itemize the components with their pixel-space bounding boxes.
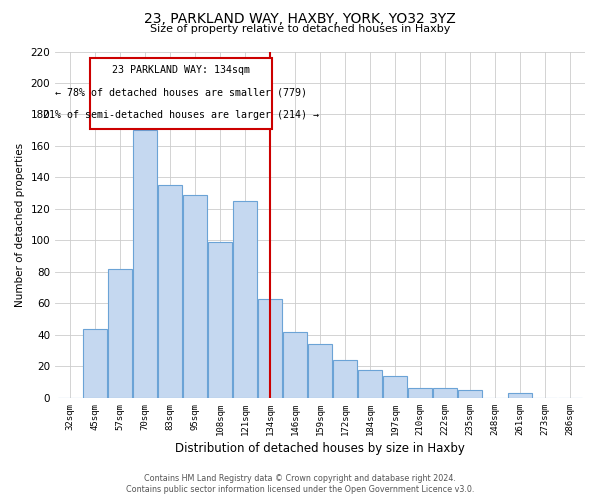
Bar [383, 376, 407, 398]
Bar [358, 370, 382, 398]
Text: 21% of semi-detached houses are larger (214) →: 21% of semi-detached houses are larger (… [43, 110, 319, 120]
Bar [308, 344, 332, 398]
Bar [208, 242, 232, 398]
Bar [133, 130, 157, 398]
Text: ← 78% of detached houses are smaller (779): ← 78% of detached houses are smaller (77… [55, 88, 307, 98]
Bar [258, 298, 282, 398]
X-axis label: Distribution of detached houses by size in Haxby: Distribution of detached houses by size … [175, 442, 465, 455]
Bar [458, 390, 482, 398]
FancyBboxPatch shape [89, 58, 272, 130]
Bar [508, 393, 532, 398]
Y-axis label: Number of detached properties: Number of detached properties [15, 142, 25, 307]
Bar [83, 328, 107, 398]
Bar [433, 388, 457, 398]
Text: Contains HM Land Registry data © Crown copyright and database right 2024.
Contai: Contains HM Land Registry data © Crown c… [126, 474, 474, 494]
Bar [333, 360, 357, 398]
Bar [408, 388, 432, 398]
Bar [158, 186, 182, 398]
Text: 23 PARKLAND WAY: 134sqm: 23 PARKLAND WAY: 134sqm [112, 64, 250, 74]
Text: 23, PARKLAND WAY, HAXBY, YORK, YO32 3YZ: 23, PARKLAND WAY, HAXBY, YORK, YO32 3YZ [144, 12, 456, 26]
Bar [283, 332, 307, 398]
Bar [183, 195, 207, 398]
Bar [233, 201, 257, 398]
Text: Size of property relative to detached houses in Haxby: Size of property relative to detached ho… [150, 24, 450, 34]
Bar [108, 269, 132, 398]
